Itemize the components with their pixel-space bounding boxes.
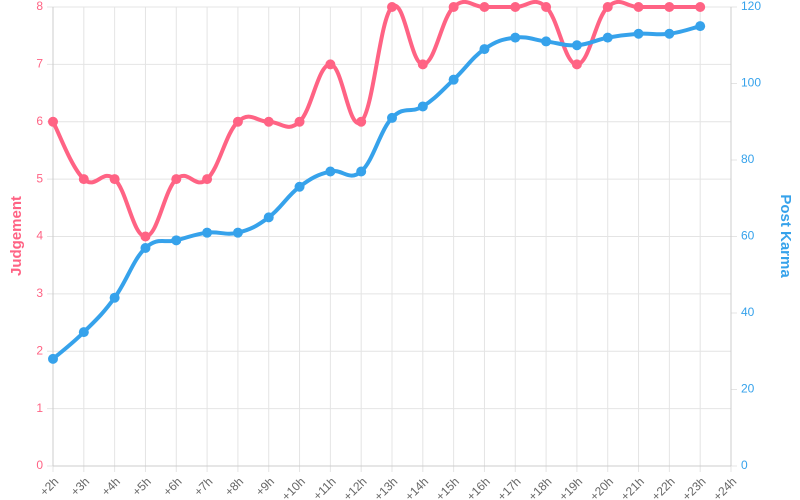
point [695, 2, 706, 12]
point [325, 59, 336, 70]
y2-tick-label: 120 [741, 0, 761, 13]
point [479, 44, 490, 55]
point [510, 2, 521, 12]
x-tick-label: +10h [279, 474, 308, 500]
point [633, 28, 644, 39]
point [202, 174, 213, 185]
x-tick-label: +23h [680, 474, 709, 500]
x-tick-label: +17h [495, 474, 524, 500]
point [263, 116, 274, 127]
x-tick-label: +18h [525, 474, 554, 500]
line [51, 0, 701, 239]
point [695, 21, 706, 32]
point [48, 353, 58, 364]
point [479, 2, 490, 12]
point [664, 2, 675, 12]
point [356, 116, 367, 127]
point [140, 231, 151, 242]
point [48, 116, 58, 127]
x-tick-label: +3h [68, 474, 92, 498]
x-tick-label: +12h [341, 474, 370, 500]
y-tick-label: 6 [36, 114, 43, 128]
point [109, 174, 120, 185]
point [109, 292, 120, 303]
y-tick-label: 4 [36, 229, 43, 243]
point [541, 36, 552, 47]
y-tick-label: 2 [36, 343, 43, 357]
point [387, 2, 397, 12]
y2-axis-title: Post Karma [777, 194, 794, 278]
point [78, 327, 89, 338]
point [263, 212, 274, 223]
point [232, 116, 243, 127]
point [602, 32, 613, 43]
point [633, 2, 644, 12]
point [417, 101, 428, 112]
x-tick-label: +4h [99, 474, 123, 498]
point [78, 174, 89, 185]
point [294, 181, 305, 192]
y2-tick-label: 100 [741, 76, 761, 90]
x-tick-label: +24h [710, 474, 739, 500]
y2-tick-label: 80 [741, 152, 755, 166]
x-tick-label: +6h [160, 474, 184, 498]
y-tick-label: 8 [36, 0, 43, 13]
point [417, 59, 428, 70]
point [571, 59, 582, 70]
line [51, 24, 701, 361]
y-tick-label: 1 [36, 401, 43, 415]
point [510, 32, 521, 43]
x-tick-label: +21h [618, 474, 647, 500]
point [232, 227, 243, 238]
x-tick-label: +19h [556, 474, 585, 500]
y-tick-label: 0 [36, 458, 43, 472]
point [664, 28, 675, 39]
x-tick-label: +16h [464, 474, 493, 500]
x-tick-label: +15h [433, 474, 462, 500]
point [294, 116, 305, 127]
x-tick-label: +11h [310, 474, 338, 500]
y-axis-title: Judgement [8, 196, 25, 276]
point [571, 40, 582, 51]
y-tick-label: 7 [36, 57, 43, 71]
point [448, 74, 459, 85]
y2-tick-label: 60 [741, 229, 755, 243]
x-tick-label: +13h [371, 474, 400, 500]
x-tick-label: +8h [222, 474, 246, 498]
point [202, 227, 213, 238]
x-tick-label: +22h [649, 474, 678, 500]
x-tick-label: +7h [191, 474, 215, 498]
y-tick-label: 3 [36, 286, 43, 300]
point [448, 2, 459, 12]
point [541, 2, 552, 12]
point [602, 2, 613, 12]
y2-tick-label: 40 [741, 305, 755, 319]
point [325, 166, 336, 177]
point [387, 112, 397, 123]
y2-tick-label: 20 [741, 382, 755, 396]
y-tick-label: 5 [36, 171, 43, 185]
point [171, 235, 182, 246]
x-tick-label: +2h [37, 474, 61, 498]
x-tick-label: +20h [587, 474, 616, 500]
point [140, 242, 151, 253]
point [356, 166, 367, 177]
y2-tick-label: 0 [741, 458, 748, 472]
x-tick-label: +9h [253, 474, 277, 498]
x-tick-label: +14h [402, 474, 431, 500]
x-tick-label: +5h [130, 474, 154, 498]
point [171, 174, 182, 185]
